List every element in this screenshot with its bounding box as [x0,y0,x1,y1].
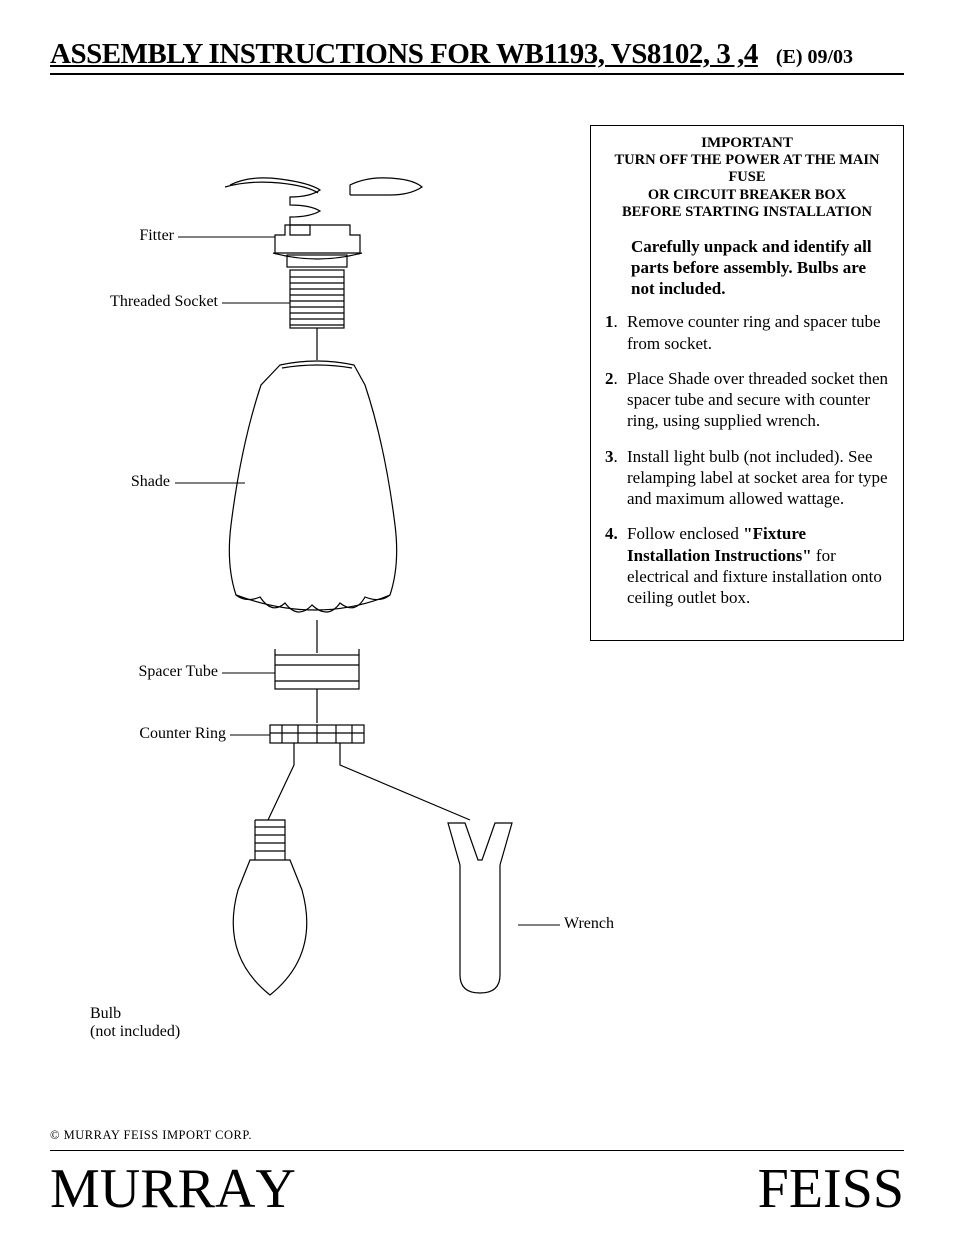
title-main: ASSEMBLY INSTRUCTIONS FOR WB1193, VS8102… [50,38,758,71]
warning-important: IMPORTANT [605,134,889,152]
warning-line1: TURN OFF THE POWER AT THE MAIN FUSE [605,152,889,187]
label-bulb-line1: Bulb [90,1005,121,1022]
step-2-num: 2 [605,369,614,388]
copyright: © MURRAY FEISS IMPORT CORP. [50,1128,252,1143]
label-bulb: Bulb (not included) [90,1005,250,1041]
warning-block: IMPORTANT TURN OFF THE POWER AT THE MAIN… [605,134,889,222]
warning-line2: OR CIRCUIT BREAKER BOX [605,187,889,204]
brand-word-2: FEISS [758,1157,904,1221]
footer-rule [50,1150,904,1151]
step-2-dot: . [614,369,618,388]
label-spacer-tube: Spacer Tube [50,663,218,681]
step-2-text: Place Shade over threaded socket then sp… [627,368,889,432]
label-fitter: Fitter [50,227,174,245]
step-3-dot: . [614,447,618,466]
title-row: ASSEMBLY INSTRUCTIONS FOR WB1193, VS8102… [50,38,904,75]
step-1-text: Remove counter ring and spacer tube from… [627,311,889,354]
step-4-dot: . [614,524,618,543]
warning-line3: BEFORE STARTING INSTALLATION [605,204,889,221]
step-1: 1. Remove counter ring and spacer tube f… [605,311,889,354]
step-3-num: 3 [605,447,614,466]
step-3: 3. Install light bulb (not included). Se… [605,446,889,510]
brand-word-1: MURRAY [50,1157,296,1221]
step-2: 2. Place Shade over threaded socket then… [605,368,889,432]
label-shade: Shade [50,473,170,491]
diagram-column: Fitter Threaded Socket Shade Spacer Tube… [50,125,570,1045]
lead-text: Carefully unpack and identify all parts … [631,236,889,300]
label-bulb-line2: (not included) [90,1023,180,1040]
step-1-dot: . [614,312,618,331]
brand-footer: MURRAY FEISS [50,1157,904,1221]
step-1-num: 1 [605,312,614,331]
label-wrench: Wrench [564,915,644,933]
instructions-box: IMPORTANT TURN OFF THE POWER AT THE MAIN… [590,125,904,641]
step-4-num: 4 [605,524,614,543]
step-3-text: Install light bulb (not included). See r… [627,446,889,510]
step-4-pre: Follow enclosed [627,524,743,543]
step-4: 4. Follow enclosed "Fixture Installation… [605,523,889,608]
title-rev: (E) 09/03 [776,46,853,69]
label-counter-ring: Counter Ring [50,725,226,743]
step-4-text: Follow enclosed "Fixture Installation In… [627,523,889,608]
label-threaded-socket: Threaded Socket [50,293,218,311]
assembly-diagram [50,125,570,1045]
